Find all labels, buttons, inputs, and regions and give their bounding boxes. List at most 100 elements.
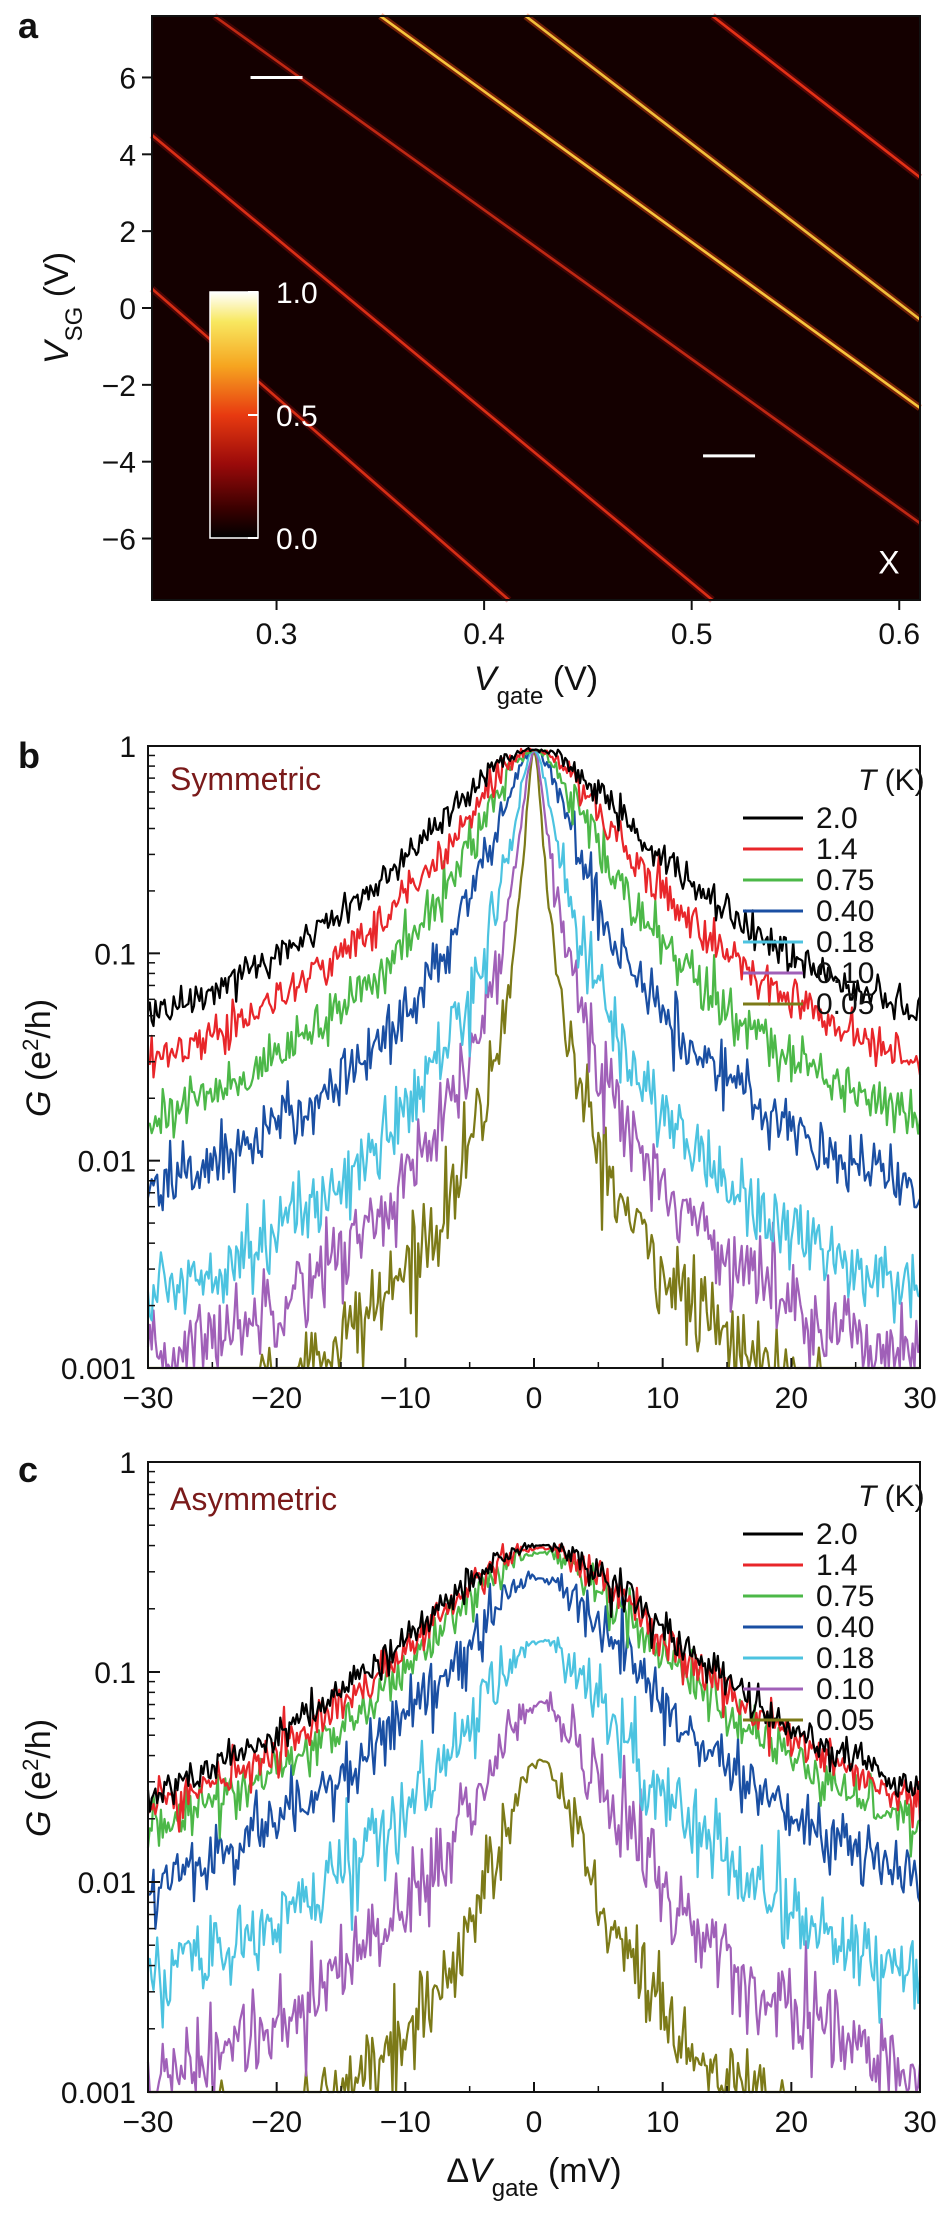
x-tick-label: 10 <box>646 1382 679 1415</box>
a-y-tick-label: −2 <box>102 370 136 403</box>
series-line-0-18 <box>146 749 921 1324</box>
panel-c-line-chart: c −30 −20 −10 0 10 20 30 1 0.1 0.01 0.001 Asymmet… <box>18 1447 937 2202</box>
panel-c-y-ticks: 1 0.1 0.01 0.001 <box>61 1447 160 2110</box>
panel-letter-a: a <box>18 5 39 46</box>
c-xlabel-sub: gate <box>492 2175 539 2202</box>
c-xlabel-unit: (mV) <box>539 2152 622 2190</box>
a-y-tick-label: 2 <box>119 216 136 249</box>
x-tick-label: −10 <box>380 2106 431 2139</box>
a-y-tick-label: −4 <box>102 447 136 480</box>
panel-a-x-axis-label: Vgate (V) <box>474 660 598 710</box>
panel-b-y-axis-label: G (e2/h) <box>18 999 59 1117</box>
panel-c-legend: T (K)2.01.40.750.400.180.100.05 <box>743 1480 925 1737</box>
x-tick-label: 20 <box>775 1382 808 1415</box>
x-tick-label: 30 <box>903 2106 936 2139</box>
legend-entry-label: 0.05 <box>816 988 874 1021</box>
legend-entry-label: 0.40 <box>816 1611 874 1644</box>
legend-entry-label: 0.10 <box>816 1673 874 1706</box>
panel-letter-c: c <box>18 1449 38 1490</box>
y-tick-label: 1 <box>119 1447 136 1480</box>
panel-b-line-chart: b −30 −20 −10 0 10 20 30 1 0.1 0.01 0.001 Symmetr… <box>18 731 937 1415</box>
panel-c-x-axis-label: ΔVgate (mV) <box>446 2152 621 2202</box>
legend-entry-label: 0.18 <box>816 1642 874 1675</box>
legend-title: T (K) <box>858 1480 925 1513</box>
y-tick-label: 0.01 <box>78 1146 136 1179</box>
y-tick-label: 1 <box>119 731 136 764</box>
a-ylabel-unit: (V) <box>38 252 76 307</box>
legend-entry-label: 0.75 <box>816 864 874 897</box>
x-tick-label: 0 <box>526 1382 543 1415</box>
panel-b-y-ticks: 1 0.1 0.01 0.001 <box>61 731 160 1386</box>
panel-b-condition-label: Symmetric <box>170 761 321 797</box>
x-tick-label: 20 <box>775 2106 808 2139</box>
panel-b-legend: T (K)2.01.40.750.400.180.100.05 <box>743 764 925 1021</box>
panel-c-condition-label: Asymmetric <box>170 1481 337 1517</box>
heatmap-annotation-x: X <box>878 545 899 581</box>
x-tick-label: −30 <box>123 1382 174 1415</box>
a-y-tick-label: 4 <box>119 139 136 172</box>
a-xlabel-sub: gate <box>497 683 544 710</box>
x-tick-label: −20 <box>251 1382 302 1415</box>
series-line-0-18 <box>146 1636 922 2029</box>
y-tick-label: 0.001 <box>61 2077 136 2110</box>
legend-entry-label: 2.0 <box>816 802 858 835</box>
heatmap-stripe <box>213 14 921 525</box>
panel-c-y-axis-label: G (e2/h) <box>18 1719 59 1837</box>
y-tick-label: 0.01 <box>78 1867 136 1900</box>
series-line-0-40 <box>147 1570 922 1930</box>
series-line-1-4 <box>146 1542 922 1833</box>
panel-c-series-lines <box>146 1542 922 2094</box>
y-tick-label: 0.001 <box>61 1353 136 1386</box>
series-line-0-10 <box>146 1691 922 2094</box>
x-tick-label: 0 <box>526 2106 543 2139</box>
panel-b-x-ticks: −30 −20 −10 0 10 20 30 <box>123 1358 937 1415</box>
y-tick-label: 0.1 <box>94 1657 136 1690</box>
a-xlabel-main: V <box>474 660 500 698</box>
heatmap-markers <box>250 75 756 458</box>
c-ylabel-main: G <box>20 1811 58 1837</box>
panel-a-x-ticks: 0.3 0.4 0.5 0.6 <box>256 600 920 651</box>
a-y-tick-label: 6 <box>119 62 136 95</box>
x-tick-label: 10 <box>646 2106 679 2139</box>
a-x-tick-label: 0.5 <box>671 618 713 651</box>
series-line-2-0 <box>146 746 922 1028</box>
a-y-tick-label: 0 <box>119 293 136 326</box>
colorbar-tick-label: 0.0 <box>276 523 318 556</box>
a-x-tick-label: 0.6 <box>878 618 920 651</box>
legend-entry-label: 0.05 <box>816 1704 874 1737</box>
series-line-0-75 <box>147 748 922 1139</box>
x-tick-label: −30 <box>123 2106 174 2139</box>
panel-letter-b: b <box>18 735 40 776</box>
a-ylabel-sub: SG <box>61 307 88 342</box>
colorbar-tick-label: 1.0 <box>276 277 318 310</box>
panel-a-heatmap: a X 1.0 0.5 0.0 0.3 0.4 0.5 0.6 6 4 2 0 −2 −4 −6 Vg… <box>18 5 923 710</box>
a-ylabel-main: V <box>38 338 76 364</box>
y-tick-label: 0.1 <box>94 938 136 971</box>
colorbar-ticks: 1.0 0.5 0.0 <box>209 277 318 556</box>
panel-a-y-ticks: 6 4 2 0 −2 −4 −6 <box>102 62 152 557</box>
x-tick-label: 30 <box>903 1382 936 1415</box>
series-line-1-4 <box>147 747 922 1079</box>
b-ylabel-tail: /h) <box>20 999 58 1039</box>
series-line-0-75 <box>146 1549 921 1858</box>
a-xlabel-unit: (V) <box>543 660 598 698</box>
a-x-tick-label: 0.4 <box>463 618 505 651</box>
heatmap-stripe <box>379 14 921 409</box>
panel-c-x-ticks: −30 −20 −10 0 10 20 30 <box>123 2082 937 2139</box>
legend-entry-label: 2.0 <box>816 1518 858 1551</box>
b-ylabel-main: G <box>20 1091 58 1117</box>
x-tick-label: −10 <box>380 1382 431 1415</box>
c-xlabel-main: V <box>469 2152 495 2190</box>
c-xlabel-pre: Δ <box>446 2152 469 2190</box>
x-tick-label: −20 <box>251 2106 302 2139</box>
heatmap-stripe <box>151 134 714 602</box>
legend-entry-label: 0.40 <box>816 895 874 928</box>
heatmap-background <box>152 16 920 600</box>
heatmap-stripe <box>524 14 921 321</box>
legend-entry-label: 1.4 <box>816 1549 858 1582</box>
colorbar-tick-label: 0.5 <box>276 400 318 433</box>
heatmap-stripes <box>149 13 923 603</box>
legend-entry-label: 0.10 <box>816 957 874 990</box>
panel-a-y-axis-label: VSG (V) <box>38 252 88 364</box>
